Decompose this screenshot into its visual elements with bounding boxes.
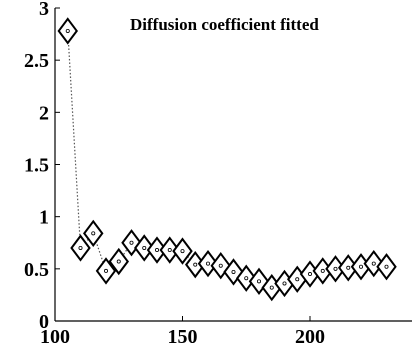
chart-title: Diffusion coefficient fitted: [130, 15, 319, 34]
data-point-center: [205, 261, 210, 266]
series-layer: [57, 17, 397, 302]
y-tick-label: 1.5: [24, 155, 49, 177]
data-point-center: [193, 262, 198, 267]
data-point-center: [244, 276, 249, 281]
data-point-center: [167, 248, 172, 253]
data-point-center: [307, 272, 312, 277]
data-point-center: [129, 240, 134, 245]
data-point-center: [65, 28, 70, 33]
x-tick-label: 100: [40, 326, 70, 348]
y-tick-label: 2.5: [24, 50, 49, 72]
data-point-center: [282, 281, 287, 286]
x-tick-label: 150: [168, 326, 198, 348]
data-point-center: [218, 263, 223, 268]
data-point-center: [371, 261, 376, 266]
data-point-center: [104, 268, 109, 273]
data-point-center: [142, 245, 147, 250]
ticks-layer: 0 0.5 1 1.5 2 2.5 3 100 150 200: [24, 0, 325, 348]
data-point-center: [358, 264, 363, 269]
data-point-center: [231, 269, 236, 274]
y-tick-label: 2: [39, 102, 49, 124]
data-point-center: [154, 248, 159, 253]
data-point-center: [333, 266, 338, 271]
y-tick-label: 0.5: [24, 259, 49, 281]
data-point-center: [180, 249, 185, 254]
y-tick-label: 1: [39, 207, 49, 229]
data-point-center: [384, 264, 389, 269]
y-tick-label: 3: [39, 0, 49, 20]
data-point-center: [91, 231, 96, 236]
y-tick-label: 0: [39, 311, 49, 333]
data-point-center: [320, 268, 325, 273]
data-point-center: [78, 245, 83, 250]
data-point-center: [116, 259, 121, 264]
data-point-center: [269, 285, 274, 290]
data-point-center: [256, 279, 261, 284]
data-point-center: [295, 277, 300, 282]
data-point-center: [346, 265, 351, 270]
x-tick-label: 200: [295, 326, 325, 348]
